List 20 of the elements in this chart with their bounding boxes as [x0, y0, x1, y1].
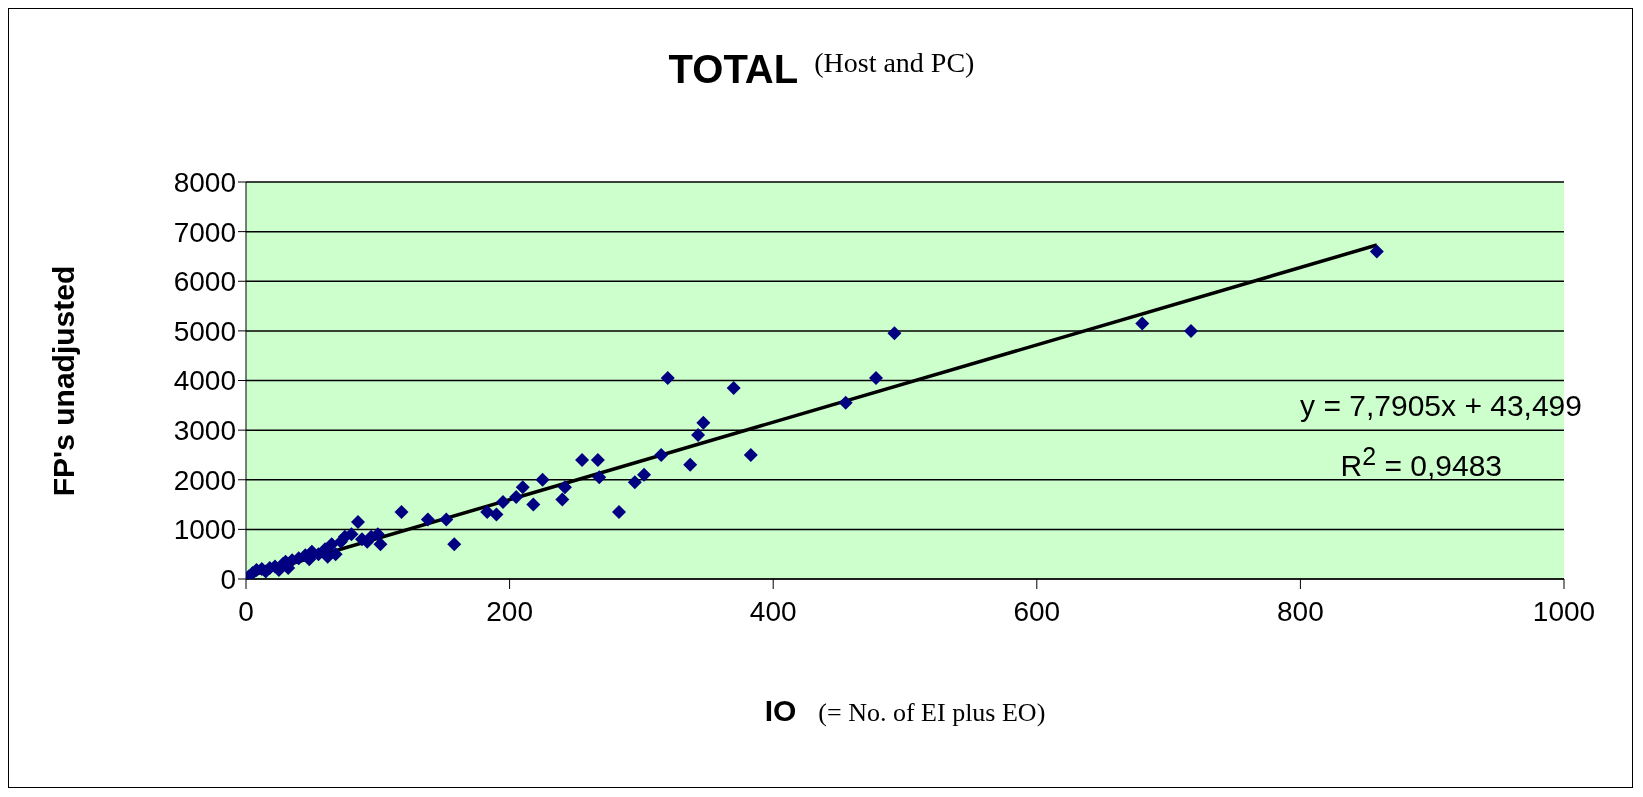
chart-title: TOTAL: [668, 47, 799, 91]
x-axis-title: IO (= No. of EI plus EO): [764, 694, 1046, 727]
y-axis-title: FP's unadjusted: [47, 265, 81, 496]
y-tick-label: 6000: [173, 266, 236, 298]
x-tick-label: 800: [1277, 595, 1324, 627]
y-tick-label: 3000: [173, 415, 236, 447]
chart-subtitle: (Host and PC): [814, 47, 975, 78]
y-tick-label: 0: [220, 563, 236, 595]
y-tick-label: 4000: [173, 365, 236, 397]
x-tick-label: 400: [749, 595, 797, 627]
x-tick-label: 200: [486, 595, 533, 627]
y-tick-label: 2000: [173, 464, 236, 496]
x-tick-label: 600: [1013, 595, 1061, 627]
y-tick-label: 1000: [173, 514, 236, 546]
x-tick-label: 1000: [1532, 595, 1596, 627]
y-tick-label: 8000: [173, 166, 236, 198]
annotation: R$^{2}$ = 0,9483: [1340, 440, 1502, 484]
annotation: y = 7,7905x + 43,499: [1300, 387, 1582, 424]
y-tick-label: 5000: [173, 315, 236, 347]
y-tick-label: 7000: [173, 216, 236, 248]
